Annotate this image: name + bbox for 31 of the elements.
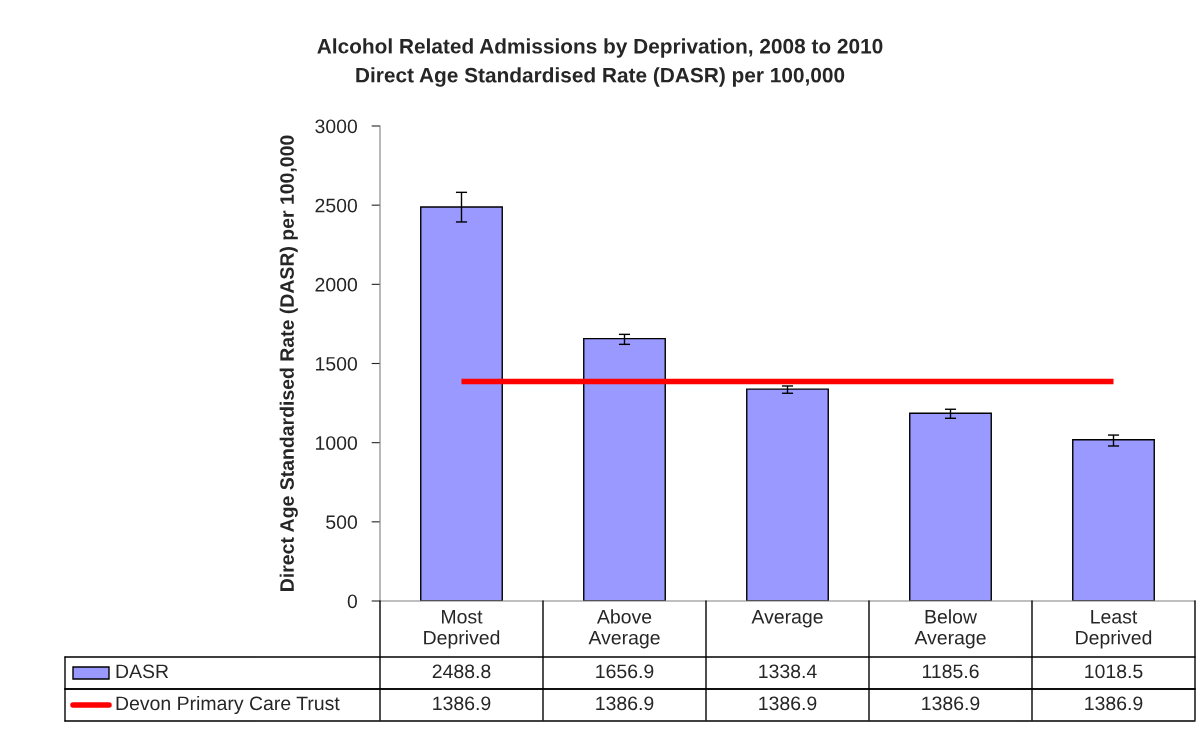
data-label: 1338.4 (759, 664, 817, 679)
y-axis-title: Direct Age Standardised Rate (DASR) per 100,000 (279, 135, 298, 591)
y-tick-label: 2000 (315, 277, 358, 292)
bar (583, 337, 666, 601)
bar (746, 388, 829, 601)
data-label: 1386.9 (922, 696, 980, 711)
x-tick-label: Least Deprived (1076, 610, 1152, 649)
chart-subtitle: Direct Age Standardised Rate (DASR) per 100,000 (356, 67, 845, 87)
legend-label: Devon Primary Care Trust (116, 695, 340, 715)
y-tick-label: 1000 (316, 436, 358, 450)
x-tick-label: Most Deprived (424, 610, 500, 649)
y-tick-label: 3000 (315, 119, 358, 134)
y-tick-label: 0 (347, 594, 358, 609)
data-label: 1386.9 (1085, 696, 1143, 711)
y-tick-label: 1500 (316, 356, 358, 371)
bar (909, 412, 992, 601)
data-label: 1656.9 (596, 664, 654, 679)
data-label: 1185.6 (922, 664, 979, 679)
data-label: 2488.8 (432, 664, 491, 679)
data-label: 1018.5 (1085, 664, 1143, 679)
data-label: 1386.9 (596, 696, 654, 711)
legend-label: DASR (116, 664, 169, 679)
data-label: 1386.9 (433, 696, 491, 711)
chart-title: Alcohol Related Admissions by Deprivation, 2008 to 2010 (317, 38, 883, 58)
x-tick-label: Below Average (914, 609, 986, 649)
bar (1072, 439, 1155, 601)
x-tick-label: Average (751, 610, 823, 628)
data-label: 1386.9 (759, 696, 817, 711)
x-tick-label: Above Average (588, 609, 660, 649)
y-tick-label: 500 (326, 515, 358, 530)
y-tick-label: 2500 (315, 198, 358, 213)
